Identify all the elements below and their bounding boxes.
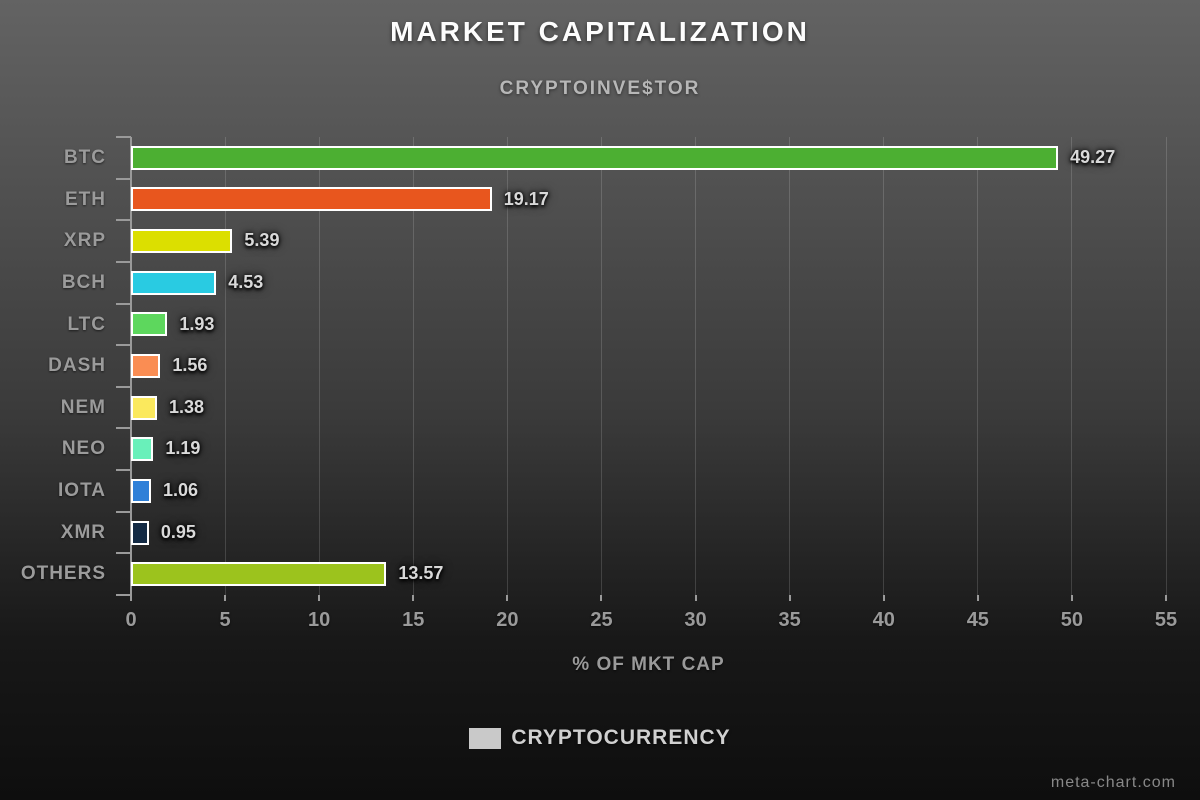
chart-subtitle: CRYPTOINVE$TOR [499,78,701,99]
gridline [883,137,885,595]
value-label: 1.56 [172,355,208,376]
gridline [224,137,226,595]
y-axis-tick [116,344,131,347]
value-label: 49.27 [1070,147,1116,167]
value-label: 5.39 [244,230,280,251]
bar [131,520,149,545]
y-axis-tick [116,136,131,138]
category-label: ETH [65,188,106,210]
gridline [600,137,602,595]
plot-area: BTC 49.27 ETH 19.17 XRP 5.39 BCH 4.53 LTC 1.93 DAS… [21,136,1167,601]
gridline [1071,137,1073,595]
category-label: DASH [48,355,106,377]
legend-swatch [469,727,502,749]
category-label: IOTA [58,480,106,502]
bar [131,437,154,462]
bar [131,312,168,337]
x-axis-tick-label: 40 [872,609,895,631]
legend: CRYPTOCURRENCY [0,726,1200,750]
bar [131,395,157,420]
x-axis-tick-label: 55 [1154,609,1178,631]
bar [131,270,217,295]
category-label: BTC [63,147,106,168]
y-axis-tick [116,427,131,430]
y-axis-tick [116,594,131,596]
gridline [318,137,320,595]
x-axis-tick-label: 0 [125,609,137,631]
gridline [412,137,414,595]
value-label: 1.06 [162,480,198,501]
category-label: LTC [67,313,106,335]
x-axis-tick-label: 5 [219,609,231,631]
x-axis-tick [694,595,697,601]
value-label: 1.38 [168,396,205,417]
category-label: NEO [61,438,106,460]
x-axis-tick [976,595,979,601]
x-axis-tick [1070,595,1073,601]
value-label: 1.19 [165,438,201,459]
y-axis-tick [116,302,131,305]
x-axis-title: % OF MKT CAP [572,654,725,675]
gridline [695,137,697,595]
bar [131,562,387,587]
y-axis-tick [116,469,131,472]
value-label: 13.57 [398,563,444,584]
value-label: 19.17 [503,188,549,209]
value-label: 0.95 [160,521,196,542]
chart-title: MARKET CAPITALIZATION [390,16,810,47]
gridline [1165,137,1167,595]
x-axis-tick-label: 10 [308,609,331,631]
y-axis-tick [116,510,131,513]
gridline [506,137,508,595]
x-axis-tick-label: 35 [778,609,801,631]
bar [131,187,492,212]
value-label: 1.93 [179,313,215,334]
category-label: XRP [63,230,106,252]
y-axis-tick [116,385,131,388]
x-axis-tick-label: 15 [402,609,425,631]
value-label: 4.53 [228,271,264,292]
x-axis-tick [882,595,885,601]
bar [131,229,233,254]
x-axis-tick [318,595,321,601]
x-axis-tick [788,595,791,601]
x-axis-tick-label: 30 [684,609,707,631]
y-axis-tick [116,177,131,180]
y-axis-tick [116,552,131,555]
bar [131,478,151,503]
category-label: OTHERS [20,563,106,585]
watermark: meta-chart.com [1050,774,1176,791]
x-axis-tick-label: 20 [496,609,519,631]
x-axis-tick-label: 25 [590,609,613,631]
gridline [977,137,979,595]
y-axis-tick [116,219,131,222]
category-label: BCH [61,271,106,293]
x-axis-tick [1165,595,1167,601]
x-axis-tick [412,595,415,601]
y-axis-tick [116,260,131,263]
legend-label: CRYPTOCURRENCY [511,726,731,749]
category-label: XMR [60,521,106,543]
x-axis-tick-label: 45 [966,609,989,631]
x-axis-tick [600,595,603,601]
x-axis-tick [506,595,509,601]
bar [131,145,1059,170]
x-axis-tick-label: 50 [1060,609,1084,631]
bar [131,354,161,378]
category-label: NEM [60,396,106,418]
x-axis-tick [224,595,227,601]
gridline [789,137,791,595]
